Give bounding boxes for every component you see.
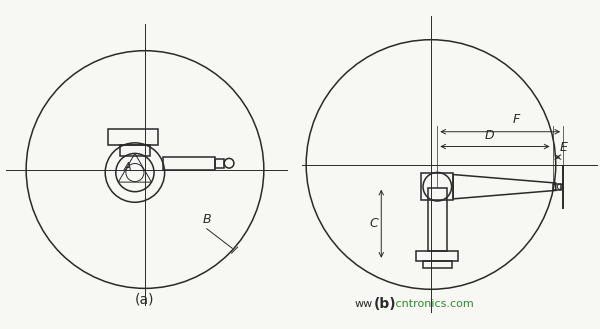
Text: ww: ww <box>355 299 373 309</box>
Bar <box>108 129 158 145</box>
Text: F: F <box>512 114 520 126</box>
Bar <box>422 261 452 267</box>
Text: A: A <box>124 162 131 171</box>
Text: B: B <box>202 213 211 226</box>
Text: (b): (b) <box>374 297 397 311</box>
Bar <box>163 157 215 169</box>
Bar <box>120 145 150 156</box>
Text: E: E <box>559 141 567 154</box>
Bar <box>553 184 561 190</box>
Bar <box>215 159 224 168</box>
Bar <box>416 251 458 261</box>
Text: D: D <box>485 129 494 142</box>
Text: C: C <box>370 217 378 230</box>
Text: cntronics.com: cntronics.com <box>392 299 473 309</box>
Bar <box>428 188 447 251</box>
Text: (a): (a) <box>135 292 155 306</box>
Bar <box>421 173 453 200</box>
